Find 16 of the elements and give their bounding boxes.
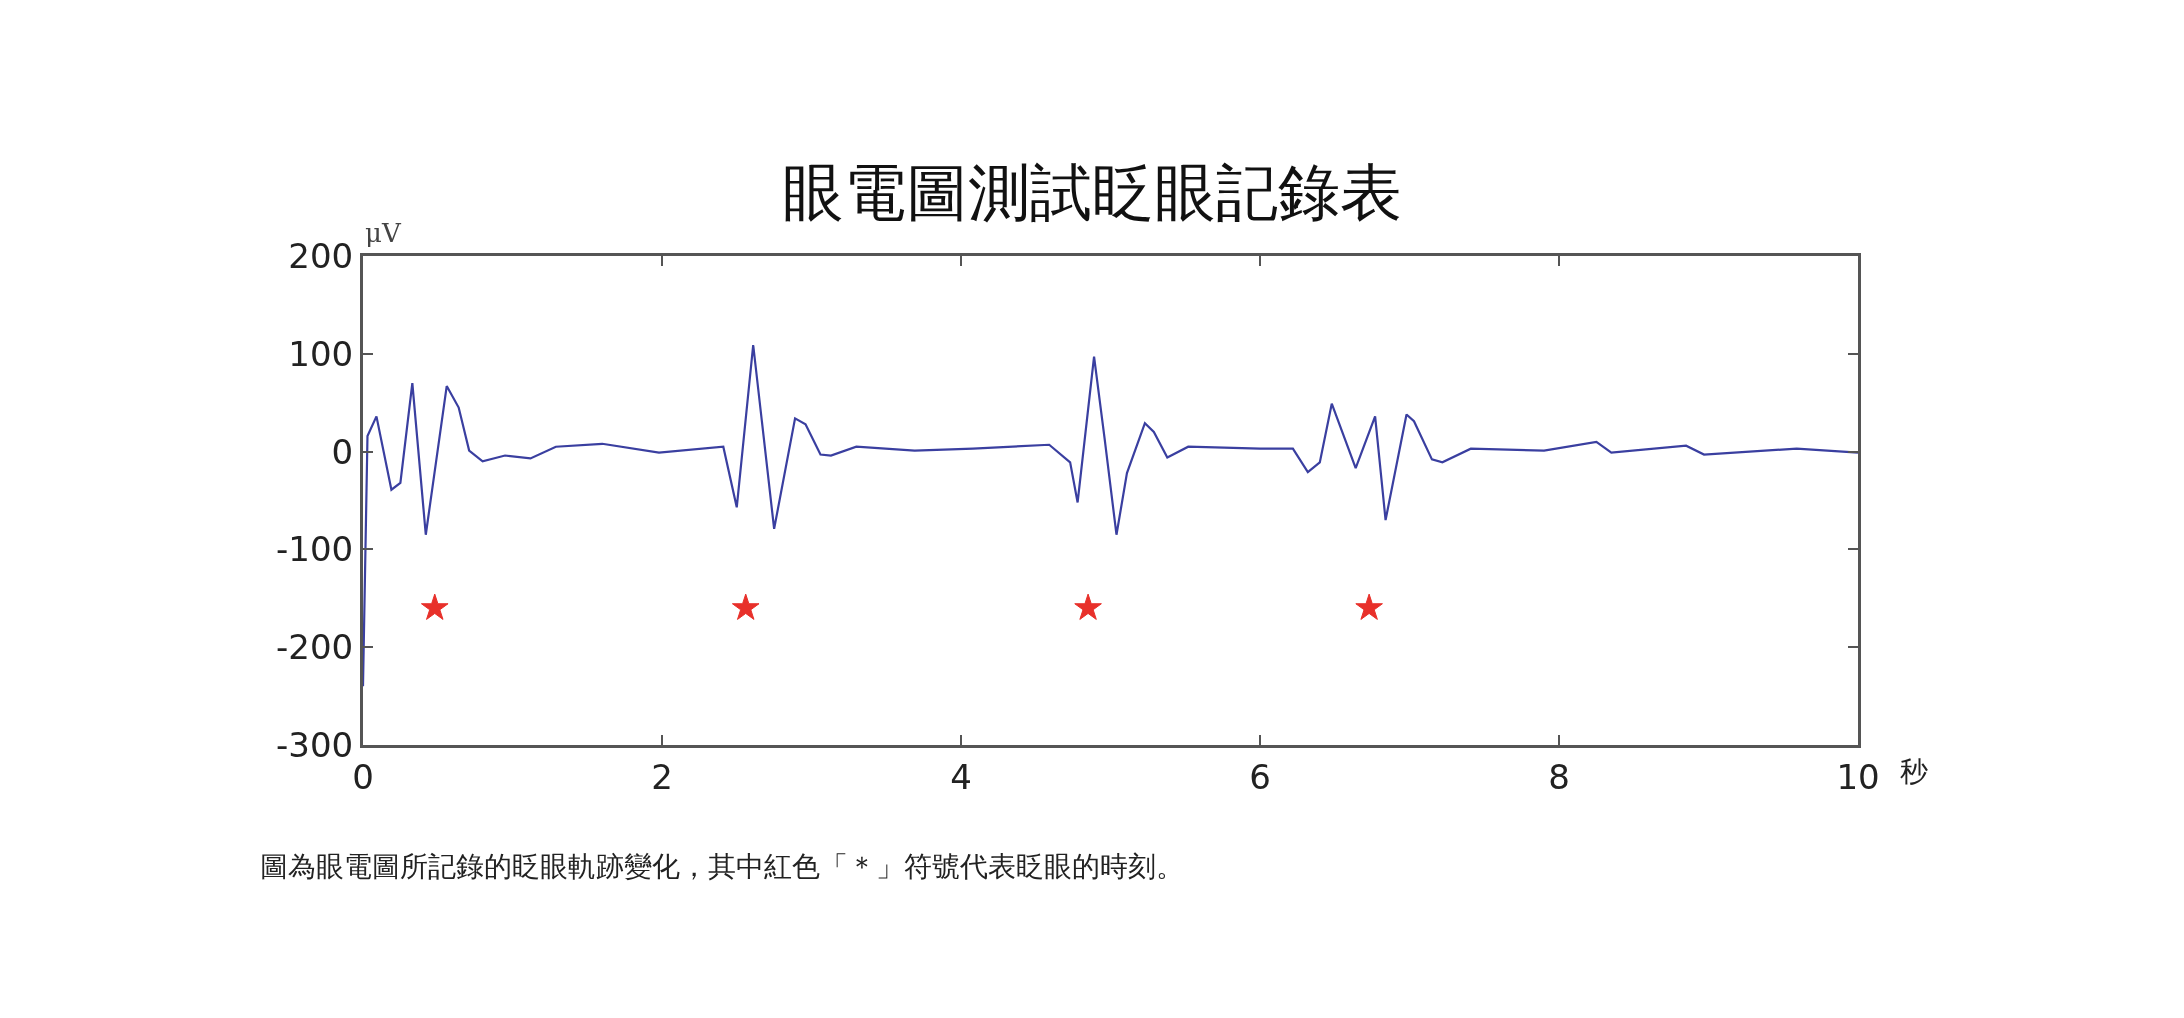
x-axis-title: 秒 <box>1900 755 1928 788</box>
x-tick-label: 4 <box>950 756 972 797</box>
y-tick-label: -100 <box>276 529 354 570</box>
x-tick-label: 10 <box>1836 756 1880 797</box>
x-tick-label: 6 <box>1249 756 1271 797</box>
y-tick-label: -200 <box>276 627 354 668</box>
y-tick-label: -300 <box>276 724 354 765</box>
y-tick-label: 100 <box>288 333 354 374</box>
chart-title: 眼電圖測試眨眼記錄表 <box>782 155 1402 229</box>
y-tick-label: 200 <box>288 235 354 276</box>
line-series <box>363 343 1858 688</box>
x-tick-label: 2 <box>651 756 673 797</box>
x-tick-label: 8 <box>1548 756 1570 797</box>
y-axis-title: μV <box>365 218 402 248</box>
y-tick-label: 0 <box>331 431 354 472</box>
text: 圖為眼電圖所記錄的眨眼軌跡變化，其中紅色「＊」符號代表眨眼的時刻。 <box>260 850 1184 883</box>
